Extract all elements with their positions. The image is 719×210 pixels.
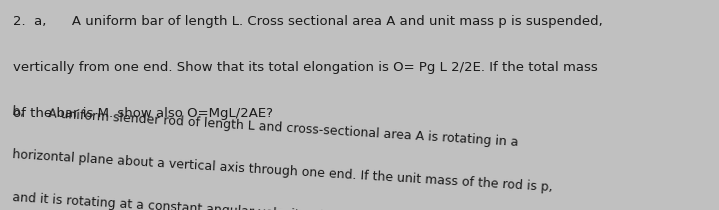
- Text: vertically from one end. Show that its total elongation is O= Pg L 2/2E. If the : vertically from one end. Show that its t…: [13, 61, 597, 74]
- Text: of the bar is M. show also O=MgL/2AE?: of the bar is M. show also O=MgL/2AE?: [13, 107, 273, 120]
- Text: 2.  a,      A uniform bar of length L. Cross sectional area A and unit mass p is: 2. a, A uniform bar of length L. Cross s…: [13, 15, 603, 28]
- Text: horizontal plane about a vertical axis through one end. If the unit mass of the : horizontal plane about a vertical axis t…: [12, 148, 553, 194]
- Text: b,      A uniform slender rod of length L and cross-sectional area A is rotating: b, A uniform slender rod of length L and…: [12, 105, 519, 149]
- Text: and it is rotating at a constant angular velocity of w rad/s. shows that the tot: and it is rotating at a constant angular…: [12, 191, 506, 210]
